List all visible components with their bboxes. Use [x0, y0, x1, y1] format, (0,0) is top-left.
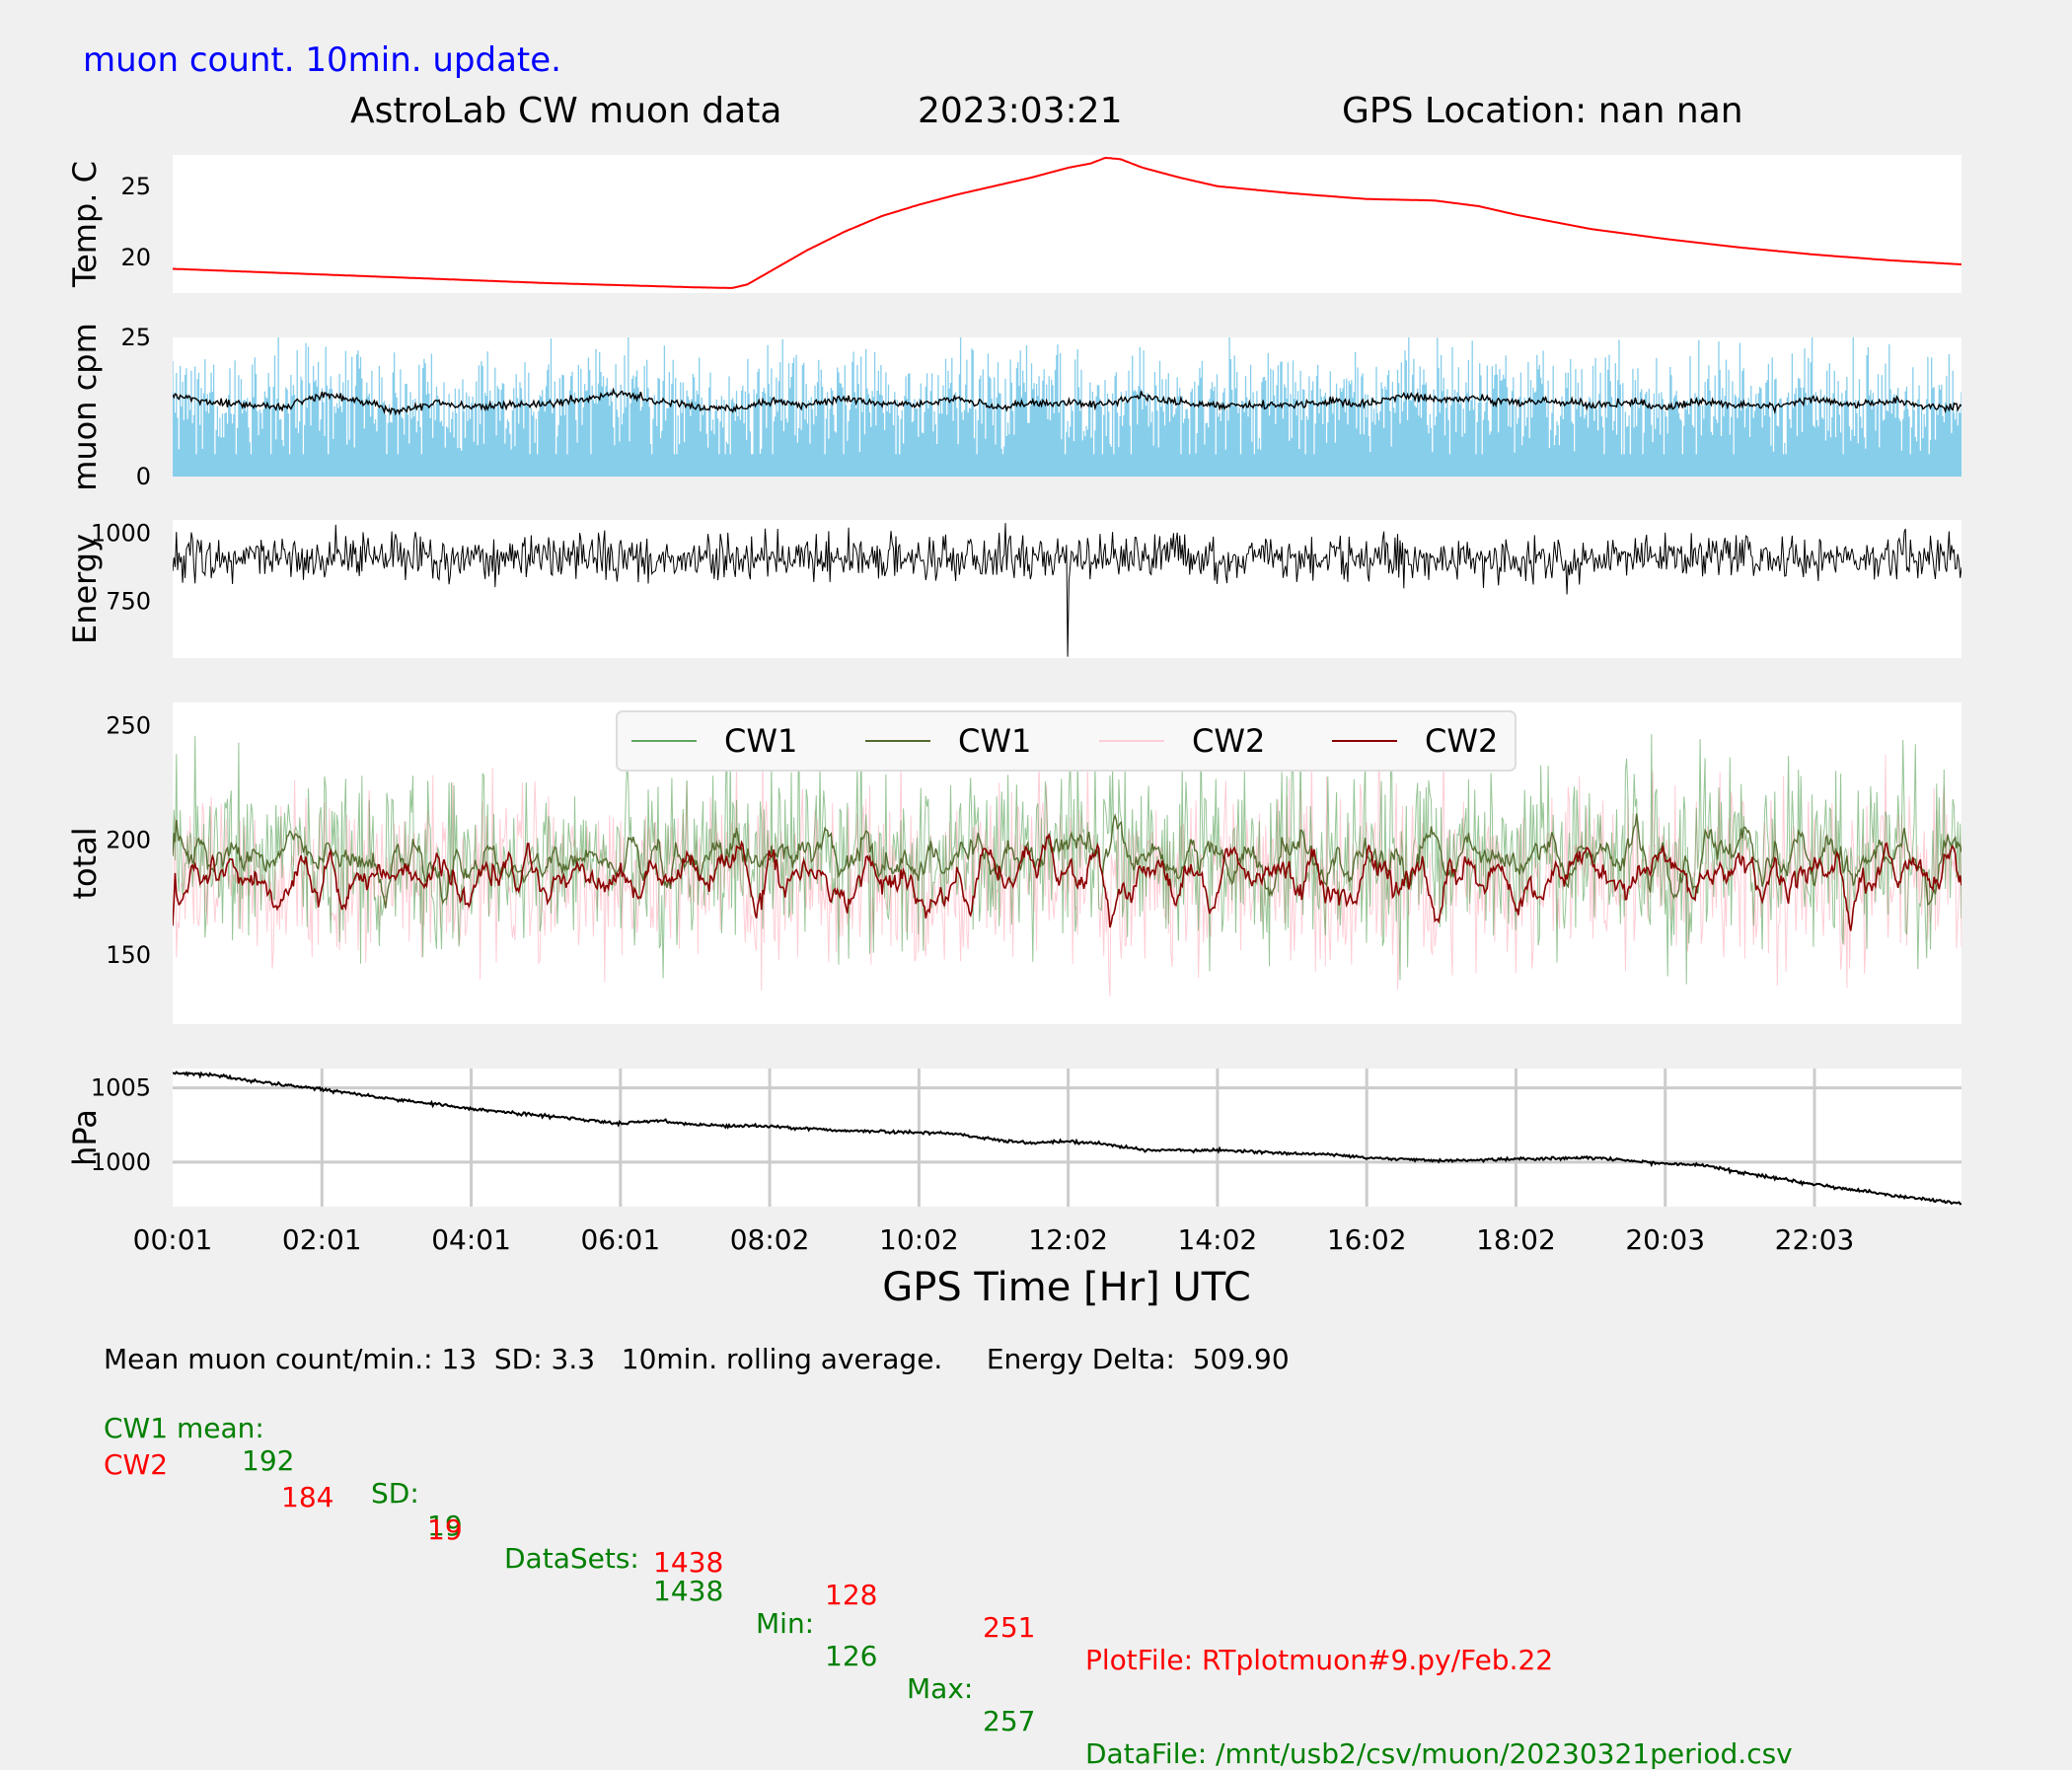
- cw1-datafile: DataFile: /mnt/usb2/csv/muon/20230321per…: [1085, 1737, 1793, 1770]
- x-tick-label: 12:02: [1028, 1223, 1108, 1256]
- legend: CW1 CW1 CW2 CW2: [616, 710, 1517, 772]
- cw1-max: 257: [983, 1705, 1036, 1737]
- cw1-sd-label: SD:: [371, 1477, 419, 1510]
- legend-label-3: CW2: [1192, 722, 1265, 760]
- x-tick-label: 10:02: [879, 1223, 959, 1256]
- muon-figure: muon count. 10min. update. AstroLab CW m…: [66, 40, 1961, 1310]
- x-tick-label: 16:02: [1327, 1223, 1407, 1256]
- temp-ytick-label: 20: [120, 244, 151, 271]
- total-ytick-label: 250: [106, 711, 151, 739]
- pressure-ylabel: hPa: [66, 1109, 104, 1166]
- temp-marks: [173, 156, 1961, 289]
- total-ytick-label: 150: [106, 941, 151, 969]
- cpm-ytick-label: 0: [136, 463, 151, 490]
- pressure-series-line: [173, 1070, 1961, 1206]
- temp-plot-area: [173, 155, 1961, 293]
- energy-ytick-label: 750: [106, 587, 151, 615]
- legend-box: [616, 710, 1517, 772]
- cw2-mean: 184: [281, 1481, 334, 1513]
- panel-cpm: 0 25 muon cpm: [66, 323, 1961, 491]
- x-tick-label: 02:01: [282, 1223, 362, 1256]
- update-note: muon count. 10min. update.: [83, 40, 561, 80]
- x-axis: 00:01 02:01 04:01 06:01 08:02 10:02 12:02 14:02…: [133, 1223, 1855, 1256]
- x-tick-label: 20:03: [1625, 1223, 1705, 1256]
- legend-label-2: CW1: [958, 722, 1031, 760]
- x-tick-label: 06:01: [580, 1223, 660, 1256]
- x-axis-label: GPS Time [Hr] UTC: [882, 1265, 1251, 1310]
- panel-temp: 20 25 Temp. C: [66, 155, 1961, 293]
- total-ytick-label: 200: [106, 827, 151, 854]
- x-tick-label: 22:03: [1775, 1223, 1855, 1256]
- temp-series-line: [173, 156, 1961, 289]
- temp-ylabel: Temp. C: [66, 161, 104, 288]
- cw2-datasets: 1438: [653, 1546, 724, 1579]
- cw2-plotfile: PlotFile: RTplotmuon#9.py/Feb.22: [1085, 1644, 1554, 1676]
- footer-cw1-row: CW1 mean: 192 SD: 19 DataSets: 1438 Min:…: [104, 1379, 1978, 1770]
- energy-marks: [173, 523, 1961, 657]
- cw2-label: CW2: [104, 1448, 169, 1481]
- cpm-marks: [173, 337, 1961, 477]
- cw2-min: 128: [825, 1579, 878, 1611]
- legend-label-1: CW1: [724, 722, 797, 760]
- x-tick-label: 00:01: [133, 1223, 213, 1256]
- footer-cw2-row: CW2 184 19 1438 128 251 PlotFile: RTplot…: [104, 1416, 1978, 1676]
- cw2-max: 251: [983, 1611, 1036, 1644]
- cw1-min-label: Min:: [756, 1607, 815, 1640]
- cw1-datasets-label: DataSets:: [504, 1542, 639, 1575]
- x-tick-label: 04:01: [431, 1223, 511, 1256]
- temp-ytick-label: 25: [120, 173, 151, 200]
- cpm-ylabel: muon cpm: [66, 323, 104, 491]
- x-tick-label: 18:02: [1476, 1223, 1556, 1256]
- pressure-ytick-label: 1005: [91, 1074, 151, 1102]
- chart-date: 2023:03:21: [918, 91, 1123, 131]
- gps-location: GPS Location: nan nan: [1342, 91, 1743, 131]
- cw1-mean: 192: [242, 1444, 295, 1477]
- cpm-rolling-average: [173, 387, 1961, 416]
- x-tick-label: 08:02: [730, 1223, 810, 1256]
- pressure-marks: [173, 1070, 1961, 1206]
- cw1-datasets: 1438: [653, 1575, 724, 1607]
- x-tick-label: 14:02: [1178, 1223, 1258, 1256]
- cw2-sd: 19: [427, 1513, 463, 1546]
- total-ylabel: total: [66, 827, 104, 899]
- legend-label-4: CW2: [1425, 722, 1498, 760]
- total-marks: [173, 712, 1961, 996]
- cpm-ytick-label: 25: [120, 324, 151, 351]
- footer-summary: Mean muon count/min.: 13 SD: 3.3 10min. …: [104, 1343, 1290, 1375]
- pressure-ytick-label: 1000: [91, 1148, 151, 1176]
- cw1-mean-label: CW1 mean:: [104, 1412, 264, 1444]
- energy-ylabel: Energy: [66, 534, 104, 644]
- panel-pressure: 1000 1005 hPa: [66, 1069, 1961, 1207]
- cpm-bars: [173, 337, 1961, 477]
- energy-series-line: [173, 523, 1961, 657]
- chart-title: AstroLab CW muon data: [350, 91, 781, 131]
- cw1-min: 126: [825, 1640, 878, 1672]
- energy-ytick-label: 1000: [91, 520, 151, 548]
- cw1-max-label: Max:: [907, 1672, 974, 1705]
- cw2-rolling-line: [173, 832, 1961, 931]
